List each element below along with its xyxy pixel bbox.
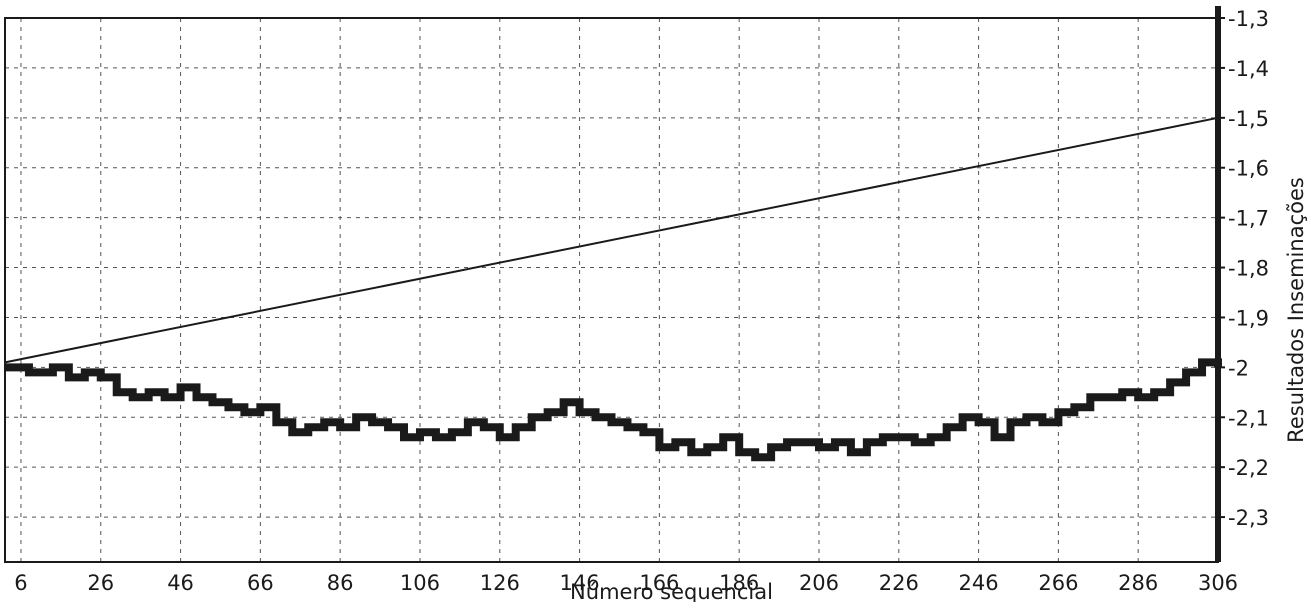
series-step-line <box>5 358 1222 462</box>
x-tick-label: 306 <box>1198 571 1238 595</box>
x-tick-label: 6 <box>14 571 27 595</box>
x-tick-label: 226 <box>879 571 919 595</box>
y-tick-label: -2 <box>1228 356 1249 380</box>
y-tick-label: -1,7 <box>1228 207 1269 231</box>
y-axis: -1,3 -1,4 -1,5 -1,6 -1,7 -1,8 -1,9 -2 -2,1 -2,2 -2… <box>1218 7 1269 530</box>
x-tick-label: 186 <box>719 571 759 595</box>
y-tick-label: -2,3 <box>1228 506 1269 530</box>
grid <box>5 17 1218 562</box>
y-tick-label: -1,3 <box>1228 7 1269 31</box>
x-tick-label: 106 <box>400 571 440 595</box>
x-tick-label: 266 <box>1038 571 1078 595</box>
y-tick-label: -1,5 <box>1228 107 1269 131</box>
series-layer <box>4 116 1222 462</box>
x-tick-label: 126 <box>480 571 520 595</box>
x-axis: 6 26 46 66 86 106 126 146 166 186 206 226 246 266 286 3… <box>14 571 1238 595</box>
x-tick-label: 86 <box>327 571 354 595</box>
y-tick-label: -2,2 <box>1228 456 1269 480</box>
x-tick-label: 26 <box>87 571 114 595</box>
y-tick-label: -1,9 <box>1228 306 1269 330</box>
series-trend-line <box>4 116 1219 364</box>
x-tick-label: 166 <box>639 571 679 595</box>
x-tick-label: 46 <box>167 571 194 595</box>
x-tick-label: 206 <box>799 571 839 595</box>
y-tick-label: -1,4 <box>1228 57 1269 81</box>
y-tick-label: -1,8 <box>1228 257 1269 281</box>
y-axis-title: Resultados Inseminações <box>1284 177 1308 443</box>
plot-frame <box>4 17 1219 563</box>
x-tick-label: 146 <box>560 571 600 595</box>
x-tick-label: 286 <box>1118 571 1158 595</box>
x-tick-label: 66 <box>247 571 274 595</box>
y-tick-label: -2,1 <box>1228 406 1269 430</box>
y-tick-label: -1,6 <box>1228 157 1269 181</box>
x-tick-label: 246 <box>959 571 999 595</box>
x-axis-title: Número sequencial <box>570 580 773 602</box>
